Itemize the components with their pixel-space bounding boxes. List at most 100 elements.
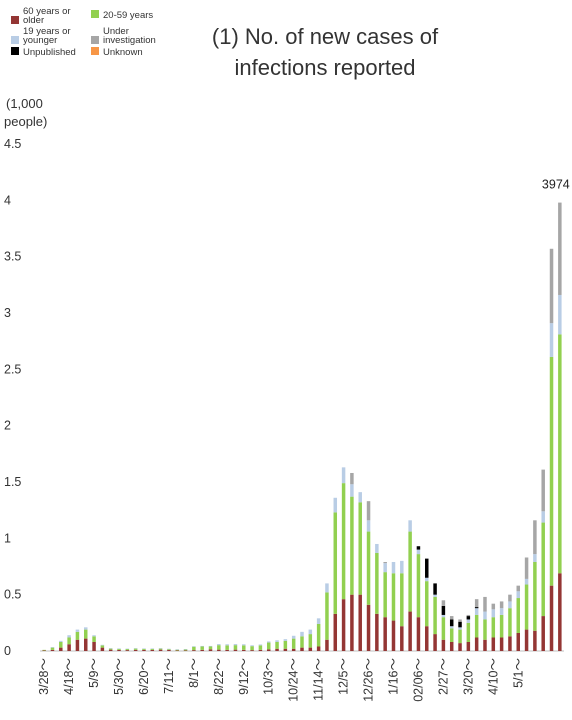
bar-segment xyxy=(117,649,121,651)
bar-segment xyxy=(242,644,246,646)
bar-segment xyxy=(400,626,404,651)
bar-segment xyxy=(258,644,263,646)
bar-segment xyxy=(483,639,487,651)
bar-segment xyxy=(142,649,146,651)
bar-segment xyxy=(350,472,354,485)
y-tick-label: 2 xyxy=(4,419,11,433)
bar-segment xyxy=(366,531,371,605)
bar-segment xyxy=(217,644,221,646)
bar-segment xyxy=(466,622,471,642)
bar-segment xyxy=(466,641,471,651)
bar-segment xyxy=(433,596,437,635)
bar-segment xyxy=(449,619,454,627)
bar-segment xyxy=(533,630,537,651)
bar-segment xyxy=(375,543,379,553)
bar-segment xyxy=(366,520,371,532)
x-tick-label: 5/1～ xyxy=(511,658,525,688)
bar-segment xyxy=(350,484,354,497)
bar-segment xyxy=(83,629,88,639)
bar-segment xyxy=(108,649,113,651)
y-tick-label: 2.5 xyxy=(4,362,21,376)
bar-segment xyxy=(516,632,521,651)
bar-segment xyxy=(308,647,313,651)
y-tick-label: 3 xyxy=(4,306,11,320)
x-axis: 3/28～ 4/18～ 5/9～ 5/30～ 6/20～ 7/11～ 8/1～ 8/22～ 9/… xyxy=(37,658,525,702)
bar-segment xyxy=(341,467,346,484)
bar-segment xyxy=(549,356,554,586)
unit-label-line2: people) xyxy=(4,114,47,129)
bar-segment xyxy=(491,637,496,651)
bar-segment xyxy=(75,639,80,651)
bar-segment xyxy=(50,649,55,651)
bar-segment xyxy=(242,649,246,651)
bar-segment xyxy=(117,648,121,649)
bar-segment xyxy=(175,649,179,650)
bar-segment xyxy=(175,650,179,651)
legend-label-5: Unknown xyxy=(103,47,143,58)
bar-segment xyxy=(117,648,121,650)
x-tick-label: 12/26～ xyxy=(362,658,376,702)
bar-segment xyxy=(283,640,288,649)
bar-segment xyxy=(449,628,454,642)
bar-segment xyxy=(549,248,554,324)
bar-segment xyxy=(183,650,188,651)
legend-label-3-line2: investigation xyxy=(103,35,156,46)
y-tick-label: 4.5 xyxy=(4,137,21,151)
bar-segment xyxy=(516,591,521,599)
bar-segment xyxy=(358,502,362,595)
bar-segment xyxy=(499,601,504,609)
bar-segment xyxy=(192,646,196,647)
bar-segment xyxy=(275,641,279,649)
bar-segment xyxy=(375,613,379,651)
legend-swatch-2 xyxy=(11,36,19,44)
bar-segment xyxy=(167,648,171,650)
bar-segment xyxy=(75,629,80,632)
bar-segment xyxy=(208,645,213,647)
bar-segment xyxy=(474,599,479,608)
bar-segment xyxy=(316,646,321,651)
x-tick-label: 12/5～ xyxy=(337,658,351,695)
bar-segment xyxy=(383,617,387,651)
bar-segment xyxy=(541,469,545,512)
bar-segment xyxy=(142,648,146,650)
legend-swatch-1 xyxy=(91,10,99,18)
bar-segment xyxy=(75,631,80,640)
bar-segment xyxy=(458,627,462,630)
bar-segment xyxy=(491,617,496,638)
bar-segment xyxy=(433,634,437,651)
bar-segment xyxy=(466,614,471,617)
bar-segment xyxy=(291,635,296,639)
bar-segment xyxy=(458,621,462,628)
bar-segment xyxy=(466,616,471,620)
bar-segment xyxy=(383,563,387,573)
bar-segment xyxy=(533,520,537,555)
bar-segment xyxy=(358,492,362,503)
bar-segment xyxy=(425,577,429,582)
bar-segment xyxy=(258,645,263,650)
bar-segment xyxy=(133,649,138,651)
bar-segment xyxy=(42,650,46,651)
bar-segment xyxy=(200,646,204,650)
bar-segment xyxy=(341,483,346,600)
bar-segment xyxy=(233,645,238,650)
bar-segment xyxy=(441,639,446,651)
bars xyxy=(42,202,562,651)
bar-segment xyxy=(458,629,462,644)
bar-segment xyxy=(441,614,446,618)
legend-swatch-0 xyxy=(11,16,19,24)
bar-segment xyxy=(59,641,63,648)
bar-segment xyxy=(499,614,504,638)
x-tick-label: 11/14～ xyxy=(312,658,326,701)
bar-segment xyxy=(67,637,71,645)
bar-segment xyxy=(300,631,304,637)
bar-segment xyxy=(150,649,155,651)
bar-segment xyxy=(350,496,354,595)
bar-segment xyxy=(59,640,63,642)
bar-segment xyxy=(524,578,529,585)
x-tick-label: 4/18～ xyxy=(62,658,76,695)
bar-segment xyxy=(408,531,412,612)
bar-segment xyxy=(375,552,379,614)
bar-segment xyxy=(250,650,254,651)
x-tick-label: 1/16～ xyxy=(386,658,400,695)
